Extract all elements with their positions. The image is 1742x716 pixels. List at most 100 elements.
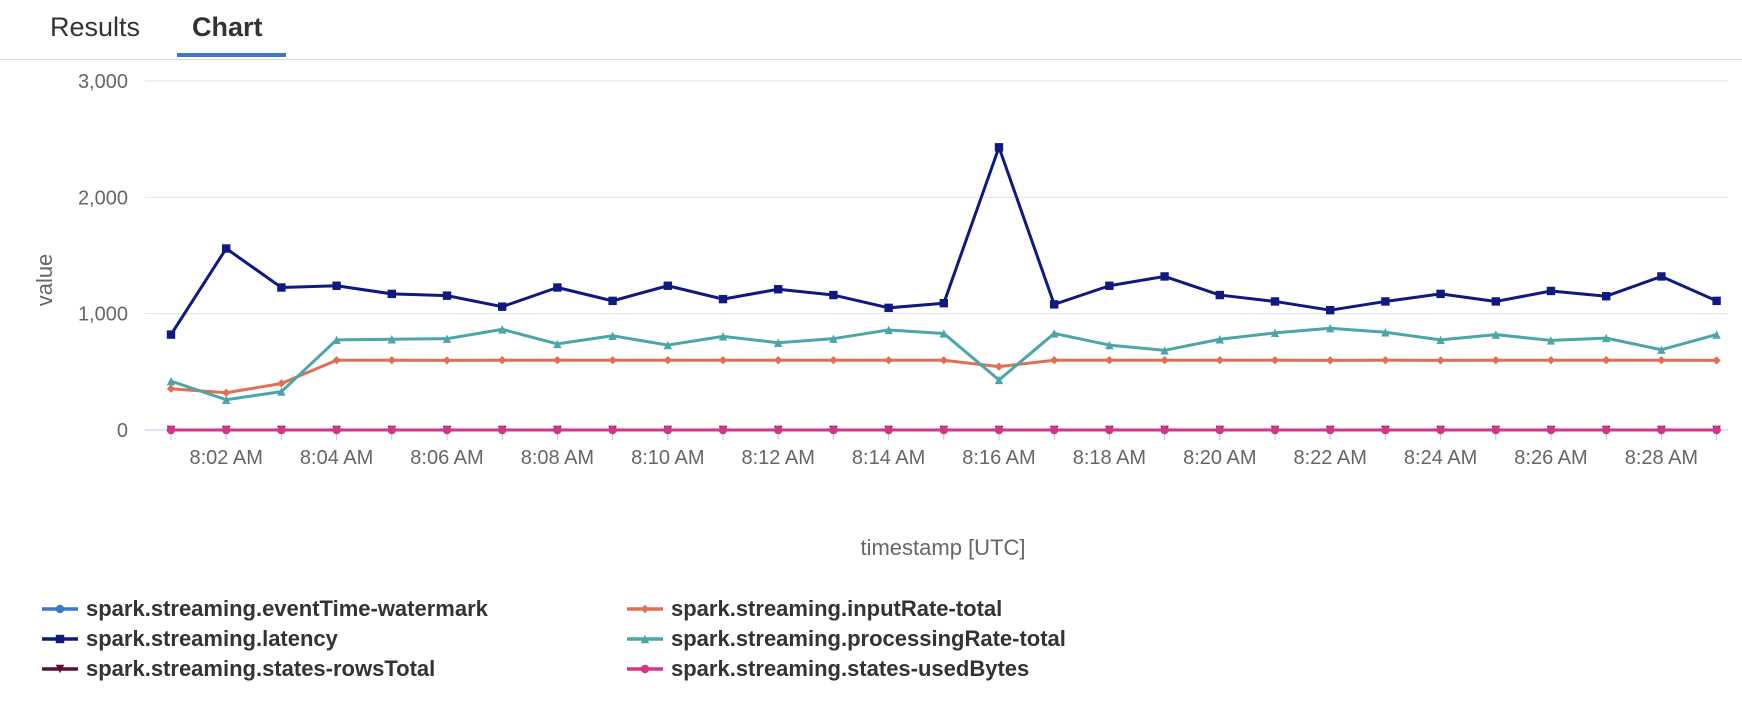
x-tick-label: 8:20 AM: [1183, 447, 1256, 469]
x-tick-label: 8:10 AM: [631, 447, 704, 469]
legend-swatch: [42, 664, 78, 674]
legend-label: spark.streaming.states-rowsTotal: [86, 656, 436, 681]
data-point: [1602, 425, 1611, 435]
x-tick-label: 8:08 AM: [521, 447, 594, 469]
data-point: [166, 376, 176, 386]
legend-marker: [640, 664, 650, 674]
data-point: [1602, 333, 1611, 343]
data-point: [1436, 335, 1445, 345]
grid-lines: [145, 80, 1728, 431]
series-inputrate-total: [166, 356, 1721, 397]
data-point: [1657, 272, 1666, 281]
data-point: [387, 289, 396, 299]
data-point: [1657, 425, 1666, 435]
data-point: [1215, 335, 1224, 344]
data-point: [498, 425, 507, 435]
x-axis: 8:02 AM 8:04 AM 8:06 AM 8:08 AM 8:10 AM 8:12 …: [170, 430, 1718, 469]
data-point: [1546, 286, 1556, 296]
x-tick-label: 8:18 AM: [1073, 447, 1146, 469]
x-tick-label: 8:24 AM: [1404, 447, 1477, 469]
legend-swatch: [627, 664, 663, 674]
data-point: [1050, 300, 1059, 309]
x-tick-label: 8:16 AM: [962, 447, 1035, 469]
data-point: [1546, 425, 1556, 435]
data-point: [442, 334, 452, 343]
x-tick-label: 8:26 AM: [1514, 447, 1587, 469]
data-point: [774, 356, 783, 365]
data-point: [663, 356, 672, 365]
tab-divider: [0, 59, 1742, 60]
x-tick-label: 8:06 AM: [410, 447, 483, 469]
data-point: [884, 425, 893, 435]
data-point: [387, 356, 396, 365]
legend-swatch: [627, 604, 663, 614]
data-point: [829, 290, 838, 300]
data-point: [994, 362, 1004, 371]
data-point: [332, 281, 341, 290]
x-tick-label: 8:28 AM: [1625, 447, 1698, 469]
x-tick-label: 8:14 AM: [852, 447, 925, 469]
data-point: [1546, 356, 1556, 365]
data-point: [1105, 425, 1114, 435]
data-point: [718, 332, 728, 341]
data-point: [1712, 330, 1721, 339]
legend-item[interactable]: spark.streaming.eventTime-watermark: [40, 595, 488, 623]
data-point: [939, 356, 948, 365]
data-point: [1270, 425, 1280, 435]
tab-results[interactable]: Results: [50, 12, 141, 42]
data-point: [994, 425, 1004, 435]
data-point: [1712, 425, 1721, 435]
legend-item[interactable]: spark.streaming.states-rowsTotal: [40, 655, 435, 683]
data-point: [829, 356, 838, 365]
tab-bar: Results Chart: [0, 0, 1742, 60]
data-point: [1050, 329, 1059, 338]
data-point: [884, 303, 893, 313]
data-point: [442, 425, 452, 435]
x-tick-label: 8:12 AM: [742, 447, 815, 469]
y-axis: 0 1,000 2,000 3,000: [78, 71, 128, 442]
data-point: [166, 384, 176, 393]
data-point: [1105, 281, 1114, 290]
data-point: [1491, 297, 1500, 306]
active-tab-indicator: [177, 53, 286, 57]
data-point: [1381, 356, 1390, 365]
x-tick-label: 8:22 AM: [1294, 447, 1367, 469]
data-point: [608, 296, 617, 306]
data-point: [1160, 346, 1169, 355]
data-point: [1326, 356, 1335, 365]
data-point: [277, 379, 286, 388]
data-point: [829, 334, 838, 343]
tab-chart[interactable]: Chart: [192, 12, 263, 42]
data-point: [222, 425, 231, 435]
series-lines: [166, 143, 1721, 435]
data-point: [663, 281, 672, 290]
data-point: [498, 325, 507, 334]
legend-item[interactable]: spark.streaming.latency: [40, 625, 338, 653]
legend-marker: [640, 604, 650, 614]
y-tick-label: 2,000: [78, 187, 128, 209]
data-point: [277, 283, 286, 292]
legend-marker: [55, 664, 65, 674]
legend-swatch: [627, 634, 663, 644]
data-point: [1160, 425, 1169, 435]
data-point: [1381, 297, 1390, 306]
legend-label: spark.streaming.inputRate-total: [671, 596, 1003, 621]
y-axis-label: value: [32, 254, 57, 307]
data-point: [1602, 356, 1611, 365]
data-point: [1270, 356, 1280, 365]
data-point: [663, 425, 672, 435]
series-processingrate-total: [166, 324, 1721, 404]
data-point: [1657, 345, 1666, 354]
legend-item[interactable]: spark.streaming.states-usedBytes: [625, 655, 1029, 683]
data-point: [1326, 425, 1335, 435]
legend-swatch: [42, 604, 78, 614]
data-point: [1491, 356, 1500, 365]
legend-item[interactable]: spark.streaming.inputRate-total: [625, 595, 1002, 623]
data-point: [939, 298, 948, 308]
data-point: [1381, 425, 1390, 435]
data-point: [1270, 328, 1280, 338]
legend-item[interactable]: spark.streaming.processingRate-total: [625, 625, 1066, 653]
legend-marker: [640, 634, 650, 644]
data-point: [277, 425, 286, 435]
data-point: [884, 356, 893, 365]
